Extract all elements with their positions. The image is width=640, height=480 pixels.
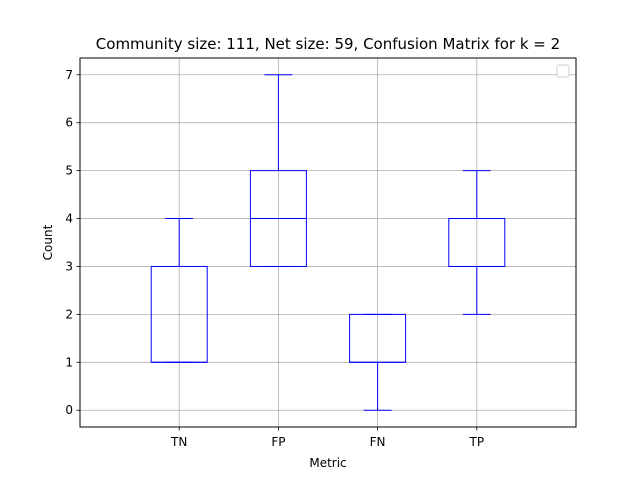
grid	[80, 58, 576, 427]
y-tick-label: 5	[65, 164, 73, 178]
x-tick-label: FP	[271, 435, 285, 449]
y-axis-label: Count	[41, 224, 55, 260]
y-tick-label: 7	[65, 68, 73, 82]
y-tick-label: 6	[65, 116, 73, 130]
box-plot-series	[150, 74, 506, 411]
y-tick-label: 0	[65, 403, 73, 417]
y-tick-label: 3	[65, 259, 73, 273]
plot-frame	[79, 57, 577, 428]
legend-box	[556, 64, 570, 78]
y-tick-label: 2	[65, 307, 73, 321]
x-tick-label: TN	[170, 435, 187, 449]
box-tn	[150, 218, 208, 363]
box-tp	[448, 170, 506, 315]
axis-ticks: 0 1 2 3 4 5 6 7 TN FP FN TP	[65, 68, 484, 449]
box-fn	[349, 313, 407, 411]
x-tick-label: FN	[370, 435, 386, 449]
x-tick-label: TP	[469, 435, 485, 449]
y-tick-label: 4	[65, 212, 73, 226]
x-axis-label: Metric	[309, 456, 346, 470]
box-fp	[249, 74, 307, 267]
y-tick-label: 1	[65, 355, 73, 369]
chart-title: Community size: 111, Net size: 59, Confu…	[96, 35, 560, 53]
